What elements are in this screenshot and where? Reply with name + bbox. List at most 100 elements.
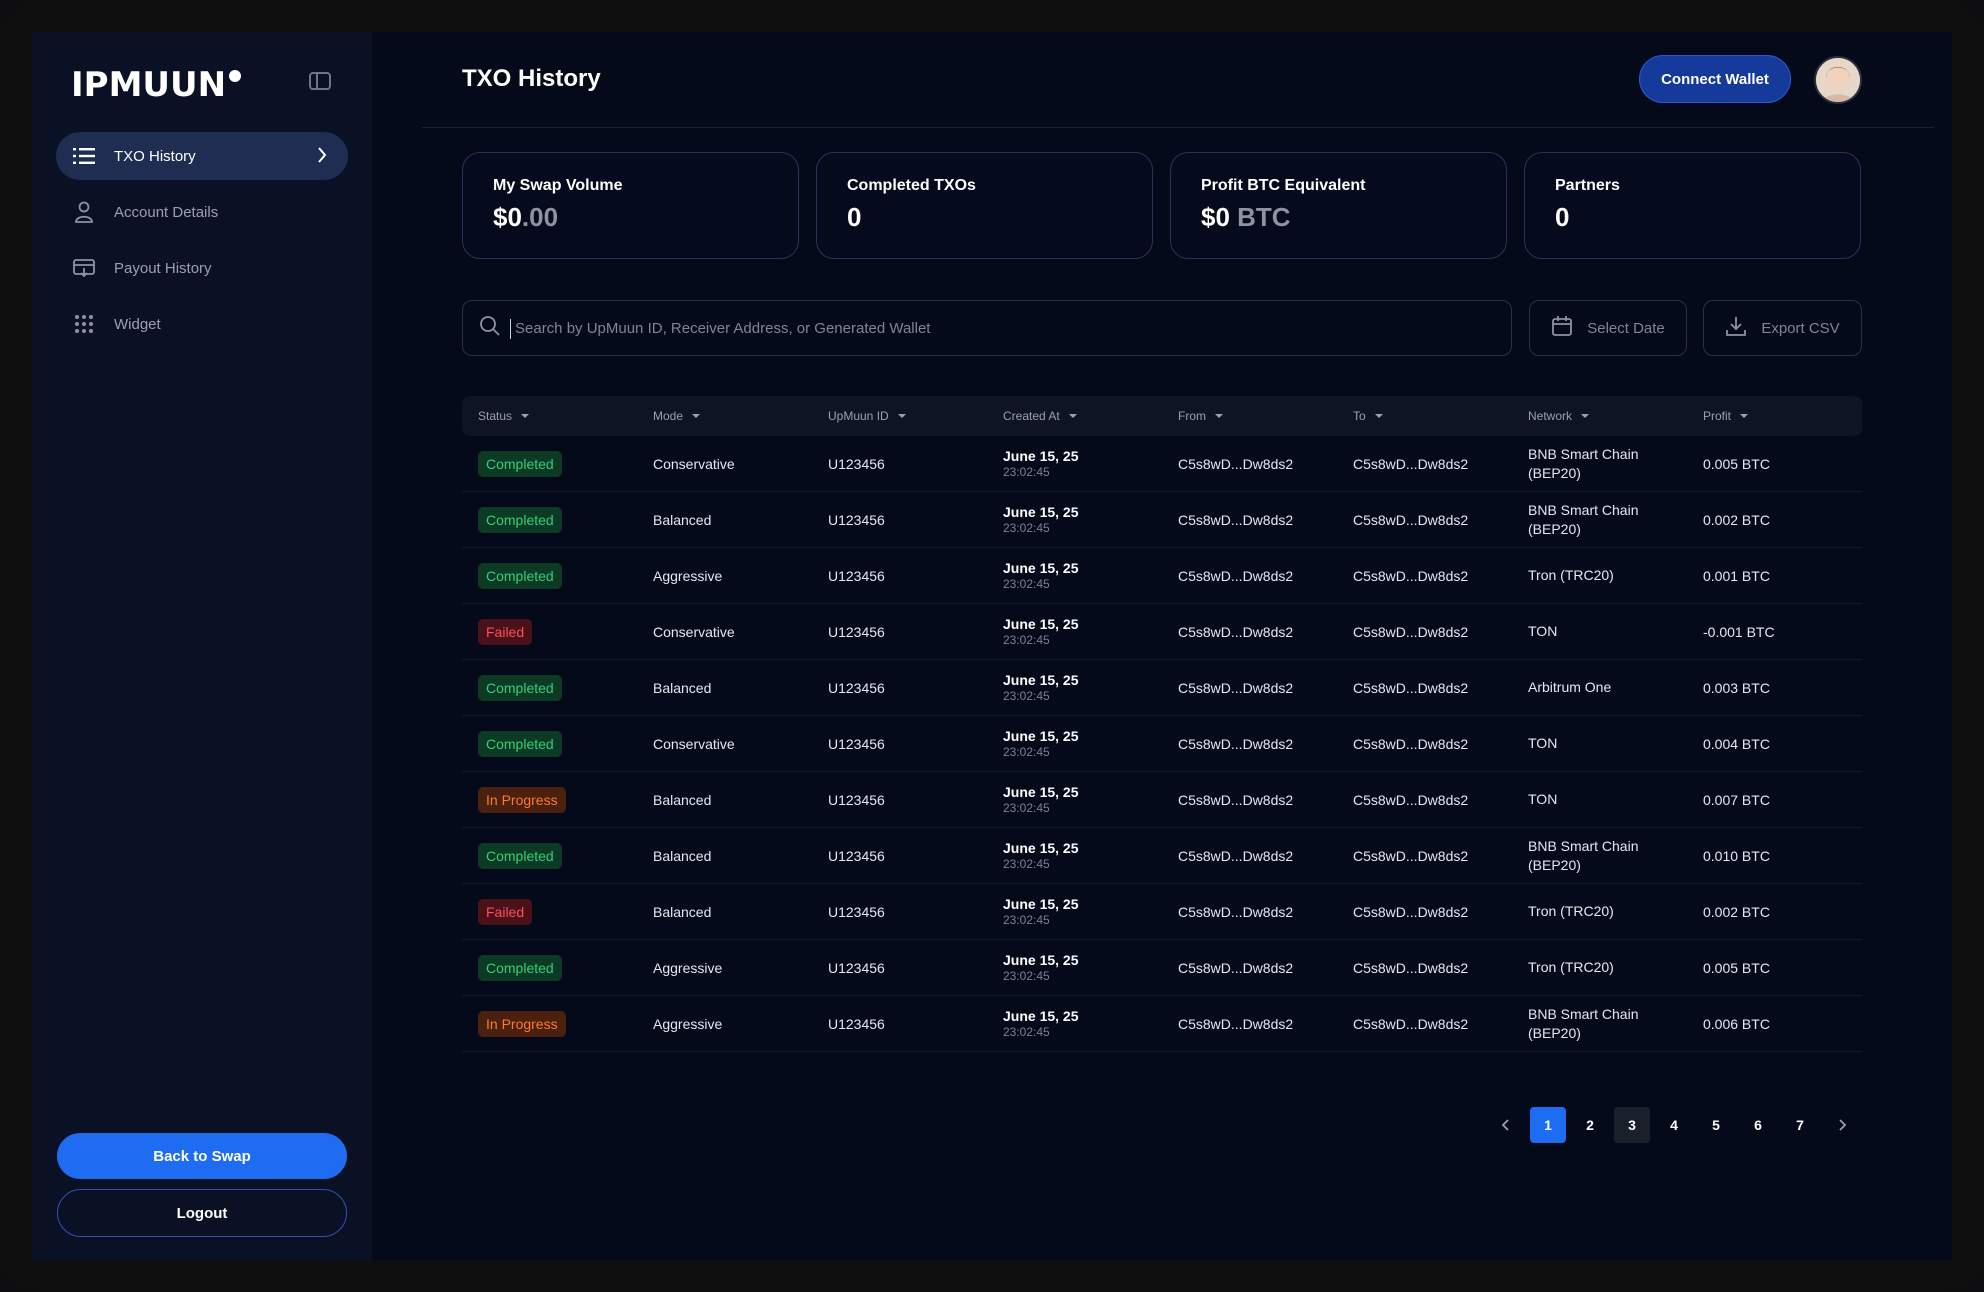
network-cell: BNB Smart Chain (BEP20) [1528,445,1639,481]
status-badge: Completed [478,954,562,981]
brand-logo[interactable]: IPMUUN [71,65,242,105]
prev-page-icon[interactable] [1488,1107,1524,1143]
stat-label: Completed TXOs [847,177,976,194]
list-icon [73,145,95,167]
status-cell: Completed [462,562,637,589]
search-input[interactable] [515,319,1495,337]
back-to-swap-button[interactable]: Back to Swap [57,1133,347,1179]
table-row[interactable]: In Progress Aggressive U123456 June 15, 25 2… [462,996,1862,1052]
page-button[interactable]: 5 [1712,1117,1720,1133]
export-csv-button[interactable]: Export CSV [1703,300,1862,356]
to-cell: C5s8wD...Dw8ds2 [1353,455,1469,472]
table-row[interactable]: In Progress Balanced U123456 June 15, 25 23:… [462,772,1862,828]
stat-label: Profit BTC Equivalent [1201,177,1366,194]
table-row[interactable]: Failed Balanced U123456 June 15, 25 23:02:45… [462,884,1862,940]
time-text: 23:02:45 [1003,744,1050,759]
sidebar-item-label: TXO History [114,147,196,165]
profit-cell: 0.006 BTC [1703,1015,1770,1032]
stat-value: $0.00 [493,202,559,232]
page-button[interactable]: 3 [1614,1107,1650,1143]
sidebar-item-label: Payout History [114,259,212,277]
status-badge: Completed [478,450,562,477]
column-header-status[interactable]: Status [462,409,637,423]
column-header-from[interactable]: From [1162,409,1337,423]
column-header-profit[interactable]: Profit [1687,409,1862,423]
to-cell: C5s8wD...Dw8ds2 [1353,511,1469,528]
connect-wallet-button[interactable]: Connect Wallet [1639,55,1791,103]
next-page-icon[interactable] [1824,1107,1860,1143]
date-text: June 15, 25 [1003,951,1079,968]
sidebar-item-payout-history[interactable]: Payout History [56,244,348,292]
mode-cell: Balanced [653,847,712,864]
status-cell: Completed [462,506,637,533]
profit-cell: 0.007 BTC [1703,791,1770,808]
column-header-mode[interactable]: Mode [637,409,812,423]
status-badge: Completed [478,842,562,869]
date-text: June 15, 25 [1003,727,1079,744]
logout-button[interactable]: Logout [57,1189,347,1237]
sidebar-item-txo-history[interactable]: TXO History [56,132,348,180]
to-cell: C5s8wD...Dw8ds2 [1353,679,1469,696]
pagination: 1 2 3 4 5 6 7 [1488,1107,1860,1143]
txo-table: Status Mode UpMuun ID Created At From To… [462,396,1862,1052]
network-cell: Arbitrum One [1528,679,1612,695]
status-badge: In Progress [478,786,566,813]
column-header-network[interactable]: Network [1512,409,1687,423]
table-header: Status Mode UpMuun ID Created At From To… [462,396,1862,436]
app-screen: IPMUUN TXO History [32,32,1952,1260]
status-badge: In Progress [478,1010,566,1037]
stat-card-partners: Partners 0 [1524,152,1861,259]
mode-cell: Aggressive [653,567,723,584]
page-button[interactable]: 2 [1586,1117,1594,1133]
network-cell: Tron (TRC20) [1528,959,1614,975]
mode-cell: Aggressive [653,959,723,976]
sort-icon [1740,414,1749,418]
user-icon [73,201,95,223]
column-header-id[interactable]: UpMuun ID [812,409,987,423]
text-cursor [510,319,511,339]
status-badge: Completed [478,506,562,533]
network-cell: Tron (TRC20) [1528,903,1614,919]
avatar[interactable] [1814,56,1862,104]
page-button[interactable]: 4 [1670,1117,1678,1133]
id-cell: U123456 [828,455,885,472]
from-cell: C5s8wD...Dw8ds2 [1178,903,1294,920]
from-cell: C5s8wD...Dw8ds2 [1178,959,1294,976]
sidebar-toggle-icon[interactable] [309,72,331,90]
profit-cell: 0.003 BTC [1703,679,1770,696]
grid-icon [73,313,95,335]
payout-icon [73,257,95,279]
time-text: 23:02:45 [1003,464,1050,479]
id-cell: U123456 [828,511,885,528]
sidebar-item-account-details[interactable]: Account Details [56,188,348,236]
status-cell: Failed [462,618,637,645]
mode-cell: Balanced [653,511,712,528]
column-header-to[interactable]: To [1337,409,1512,423]
column-header-created-at[interactable]: Created At [987,409,1162,423]
sort-icon [1581,414,1590,418]
sidebar-item-widget[interactable]: Widget [56,300,348,348]
page-button[interactable]: 6 [1754,1117,1762,1133]
network-cell: TON [1528,623,1558,639]
table-row[interactable]: Failed Conservative U123456 June 15, 25 23:0… [462,604,1862,660]
status-cell: Completed [462,730,637,757]
created-at-cell: June 15, 25 23:02:45 [987,672,1162,704]
created-at-cell: June 15, 25 23:02:45 [987,728,1162,760]
stat-card-swap-volume: My Swap Volume $0.00 [462,152,799,259]
table-row[interactable]: Completed Balanced U123456 June 15, 25 23:02… [462,492,1862,548]
table-row[interactable]: Completed Balanced U123456 June 15, 25 23:02… [462,660,1862,716]
time-text: 23:02:45 [1003,632,1050,647]
date-text: June 15, 25 [1003,671,1079,688]
sidebar-nav: TXO History Account Details Payout Hist [56,132,348,356]
select-date-button[interactable]: Select Date [1529,300,1687,356]
page-button[interactable]: 1 [1530,1107,1566,1143]
table-row[interactable]: Completed Aggressive U123456 June 15, 25 23:… [462,548,1862,604]
mode-cell: Conservative [653,623,735,640]
table-row[interactable]: Completed Conservative U123456 June 15, 25 2… [462,436,1862,492]
table-row[interactable]: Completed Balanced U123456 June 15, 25 23:02… [462,828,1862,884]
page-button[interactable]: 7 [1796,1117,1804,1133]
table-row[interactable]: Completed Aggressive U123456 June 15, 25 23:… [462,940,1862,996]
created-at-cell: June 15, 25 23:02:45 [987,616,1162,648]
date-text: June 15, 25 [1003,503,1079,520]
table-row[interactable]: Completed Conservative U123456 June 15, 25 2… [462,716,1862,772]
